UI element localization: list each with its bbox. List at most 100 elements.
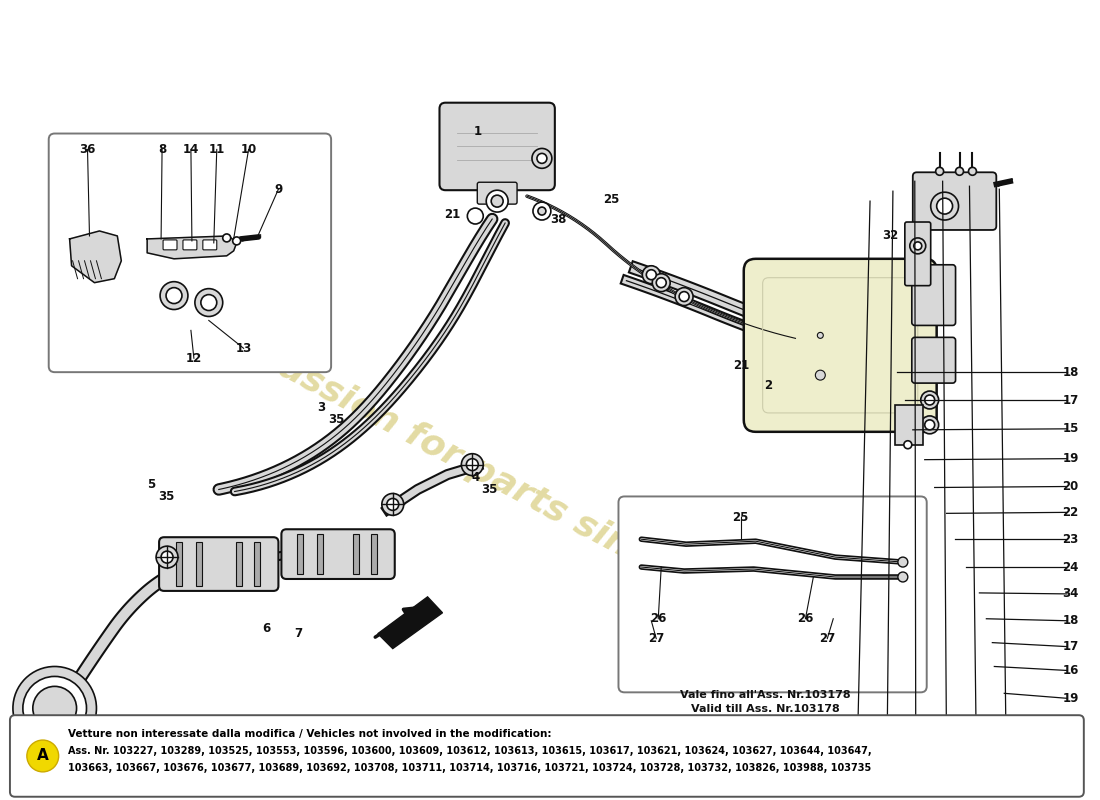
Circle shape — [534, 202, 551, 220]
Text: 37: 37 — [879, 750, 895, 762]
Text: a passion for parts since 1985: a passion for parts since 1985 — [218, 320, 777, 639]
Text: 36: 36 — [79, 143, 96, 156]
Text: 38: 38 — [551, 213, 566, 226]
FancyBboxPatch shape — [282, 530, 395, 579]
Text: 7: 7 — [294, 627, 302, 640]
Text: 8: 8 — [158, 143, 166, 156]
Bar — [297, 534, 304, 574]
Circle shape — [33, 686, 77, 730]
FancyBboxPatch shape — [183, 240, 197, 250]
Text: 35: 35 — [158, 490, 174, 503]
Circle shape — [921, 391, 938, 409]
Circle shape — [679, 292, 689, 302]
Circle shape — [537, 154, 547, 163]
Text: 13: 13 — [235, 342, 252, 354]
Text: 37: 37 — [938, 750, 955, 762]
Bar — [235, 542, 242, 586]
Circle shape — [382, 494, 404, 515]
Bar — [254, 542, 260, 586]
Text: 18: 18 — [1063, 366, 1079, 378]
Circle shape — [201, 294, 217, 310]
Bar — [371, 534, 377, 574]
Circle shape — [387, 498, 398, 510]
Text: 20: 20 — [1063, 716, 1079, 729]
Circle shape — [156, 546, 178, 568]
Circle shape — [657, 278, 667, 288]
Circle shape — [13, 666, 97, 750]
Text: Vale fino all'Ass. Nr.103178: Vale fino all'Ass. Nr.103178 — [680, 690, 851, 700]
Text: 34: 34 — [1063, 587, 1079, 600]
FancyBboxPatch shape — [912, 338, 956, 383]
Text: 25: 25 — [733, 511, 749, 524]
Circle shape — [26, 740, 58, 772]
Text: 19: 19 — [1063, 692, 1079, 705]
Text: 17: 17 — [1063, 394, 1079, 406]
Text: 10: 10 — [241, 143, 256, 156]
Text: 12: 12 — [186, 352, 202, 365]
Text: 33: 33 — [998, 750, 1014, 762]
Circle shape — [532, 149, 552, 168]
FancyBboxPatch shape — [202, 240, 217, 250]
Text: 5: 5 — [147, 478, 155, 491]
Text: 2: 2 — [764, 378, 772, 391]
Text: 29: 29 — [849, 750, 866, 762]
Circle shape — [910, 238, 926, 254]
Text: 23: 23 — [1063, 533, 1079, 546]
Polygon shape — [377, 597, 442, 649]
FancyBboxPatch shape — [913, 172, 997, 230]
Circle shape — [538, 207, 546, 215]
Text: 32: 32 — [882, 230, 898, 242]
Bar — [353, 534, 359, 574]
Circle shape — [195, 289, 222, 317]
Circle shape — [925, 420, 935, 430]
Text: 3: 3 — [317, 402, 326, 414]
Text: 19: 19 — [1063, 452, 1079, 465]
Text: 22: 22 — [1063, 506, 1079, 519]
Bar — [196, 542, 201, 586]
Circle shape — [968, 167, 977, 175]
Text: Vetture non interessate dalla modifica / Vehicles not involved in the modificati: Vetture non interessate dalla modifica /… — [67, 729, 551, 739]
Circle shape — [925, 395, 935, 405]
Text: 27: 27 — [648, 632, 664, 645]
Circle shape — [956, 167, 964, 175]
Circle shape — [486, 190, 508, 212]
FancyBboxPatch shape — [905, 222, 931, 286]
Circle shape — [222, 234, 231, 242]
FancyBboxPatch shape — [440, 102, 554, 190]
Text: 30: 30 — [908, 750, 924, 762]
Circle shape — [936, 167, 944, 175]
Text: 35: 35 — [481, 483, 497, 496]
FancyBboxPatch shape — [160, 538, 278, 591]
Text: 26: 26 — [650, 612, 667, 626]
Circle shape — [161, 551, 173, 563]
Bar — [895, 405, 923, 445]
Text: 20: 20 — [1063, 480, 1079, 493]
FancyBboxPatch shape — [618, 497, 926, 692]
Text: 14: 14 — [183, 143, 199, 156]
Text: 24: 24 — [1063, 561, 1079, 574]
Circle shape — [468, 208, 483, 224]
Circle shape — [817, 332, 823, 338]
Text: 25: 25 — [603, 193, 619, 206]
Polygon shape — [69, 231, 121, 282]
Circle shape — [898, 557, 907, 567]
Text: 26: 26 — [798, 612, 814, 626]
Text: 27: 27 — [820, 632, 835, 645]
FancyBboxPatch shape — [48, 134, 331, 372]
Text: 16: 16 — [1063, 664, 1079, 677]
Text: 1: 1 — [473, 125, 482, 138]
Circle shape — [647, 270, 657, 280]
Circle shape — [161, 282, 188, 310]
Circle shape — [815, 370, 825, 380]
Text: 35: 35 — [328, 414, 344, 426]
Circle shape — [675, 288, 693, 306]
Circle shape — [461, 454, 483, 475]
Circle shape — [904, 441, 912, 449]
Text: 21: 21 — [444, 207, 461, 221]
Text: 103663, 103667, 103676, 103677, 103689, 103692, 103708, 103711, 103714, 103716, : 103663, 103667, 103676, 103677, 103689, … — [67, 763, 871, 773]
Bar — [317, 534, 323, 574]
Circle shape — [166, 288, 182, 303]
Circle shape — [921, 416, 938, 434]
Circle shape — [931, 192, 958, 220]
Circle shape — [23, 677, 87, 740]
